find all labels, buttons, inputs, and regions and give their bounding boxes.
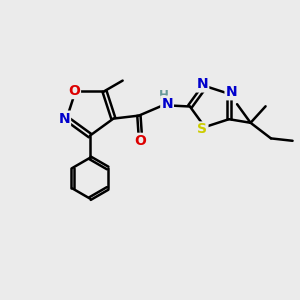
- Text: N: N: [196, 77, 208, 92]
- Text: N: N: [161, 97, 173, 111]
- Text: O: O: [134, 134, 146, 148]
- Text: N: N: [226, 85, 237, 99]
- Text: N: N: [58, 112, 70, 126]
- Text: S: S: [197, 122, 207, 136]
- Text: O: O: [68, 84, 80, 98]
- Text: H: H: [159, 89, 168, 102]
